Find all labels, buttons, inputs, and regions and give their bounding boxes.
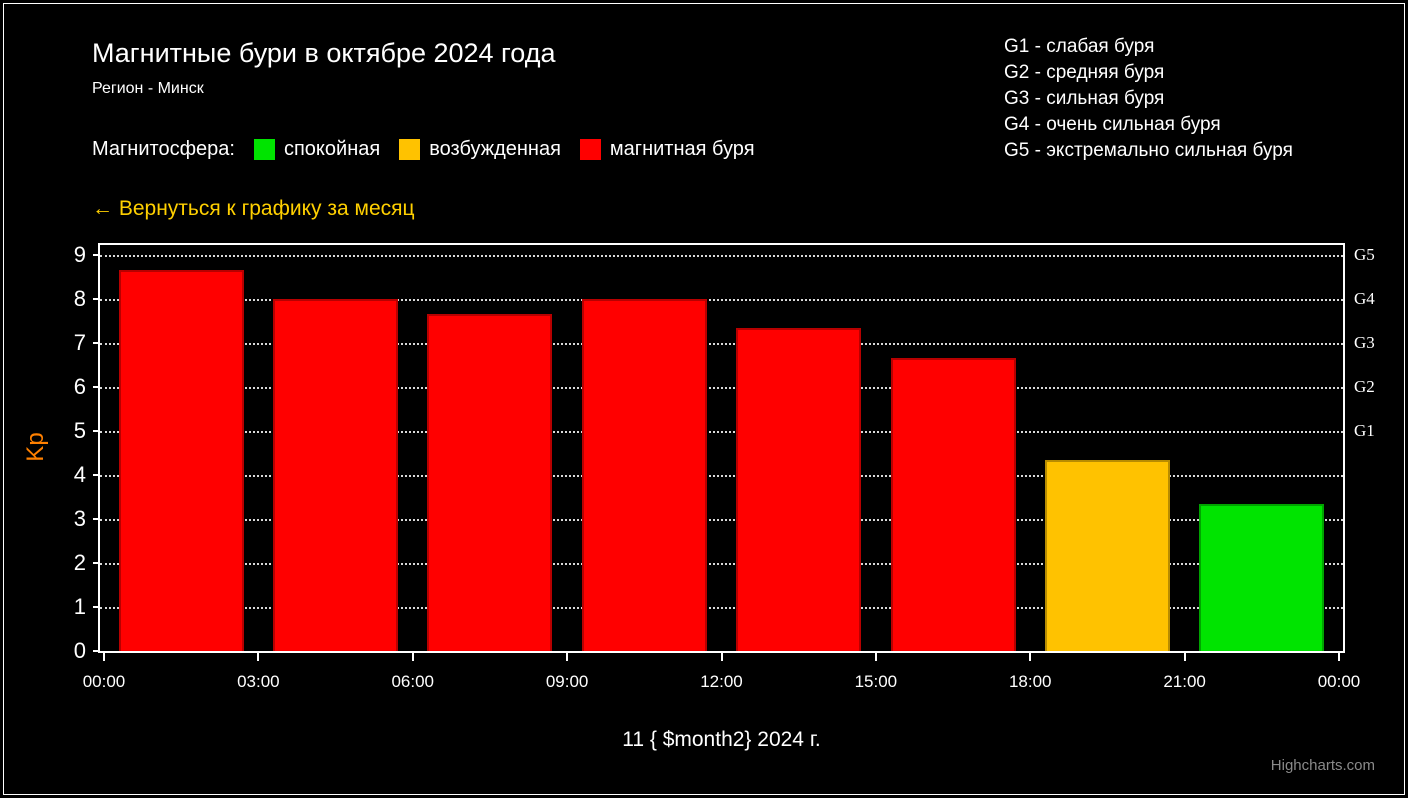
kp-bar[interactable] [427,313,553,651]
storm-scale-g3: G3 - сильная буря [1004,88,1165,109]
gridline [100,563,1343,565]
legend-item-label: возбужденная [429,138,561,160]
right-axis-g-label: G1 [1354,421,1375,440]
gridline [100,255,1343,257]
y-axis-tick [93,342,98,344]
x-axis-tick-label: 00:00 [82,672,126,691]
x-axis-tick-label: 18:00 [1008,672,1052,691]
x-axis-tick-label: 03:00 [237,672,280,691]
y-axis-tick-label: 7 [73,330,86,355]
gridline [100,343,1343,345]
plot-area [98,243,1345,653]
kp-bar[interactable] [1044,460,1170,651]
x-axis-title: 11 { $month2} 2024 г. [622,728,821,751]
chart-title: Магнитные бури в октябре 2024 года [92,38,556,68]
y-axis-tick [93,298,98,300]
excited-color-swatch [399,139,421,160]
kp-bar[interactable] [736,328,862,651]
quiet-color-swatch [253,139,275,160]
legend-item-label: спокойная [283,138,381,160]
x-axis-tick-label: 12:00 [700,672,743,691]
kp-bar[interactable] [118,269,244,651]
x-axis-tick [566,653,569,661]
x-axis-tick [257,653,260,661]
right-axis-g-label: G5 [1354,245,1375,264]
back-to-month-link[interactable]: ← Вернуться к графику за месяц [92,197,415,220]
gridline [100,475,1343,477]
x-axis-tick-label: 00:00 [1317,672,1361,691]
x-axis-tick-label: 06:00 [391,672,435,691]
y-axis-tick [93,430,98,432]
x-axis-tick [1338,653,1340,661]
y-axis-tick [93,518,98,520]
x-axis-tick [720,653,723,661]
kp-bar[interactable] [1199,504,1325,651]
kp-bar[interactable] [273,299,399,651]
x-axis-tick-label: 15:00 [854,672,898,691]
x-axis-tick [103,653,105,661]
x-axis-tick [411,653,414,661]
x-axis-tick-label: 09:00 [545,672,589,691]
y-axis-tick-label: 6 [73,374,86,399]
storm-scale-g2: G2 - средняя буря [1004,62,1165,83]
kp-bar[interactable] [890,357,1016,651]
highcharts-credit[interactable]: Highcharts.com [1270,757,1375,774]
kp-bar[interactable] [581,299,707,651]
legend-item-excited[interactable]: возбужденная [399,138,561,161]
gridline [100,387,1343,389]
y-axis-tick [93,474,98,476]
y-axis-tick-label: 5 [73,418,86,443]
legend-title: Магнитосфера: [92,138,235,160]
y-axis-tick-label: 0 [73,638,86,663]
gridline [100,607,1343,609]
y-axis-tick-label: 2 [73,550,86,575]
right-axis-g-label: G4 [1354,289,1375,308]
x-axis-tick [1029,653,1032,661]
right-axis-g-label: G2 [1354,377,1375,396]
storm-scale-g5: G5 - экстремально сильная буря [1004,140,1293,161]
storm-scale-g1: G1 - слабая буря [1004,36,1155,57]
chart-subtitle: Регион - Минск [92,80,204,97]
storm-scale-g4: G4 - очень сильная буря [1004,114,1221,135]
legend-item-quiet[interactable]: спокойная [253,138,381,161]
gridline [100,519,1343,521]
right-axis-g-label: G3 [1354,333,1375,352]
x-axis-tick [874,653,877,661]
legend-item-storm[interactable]: магнитная буря [579,138,755,161]
y-axis-tick-label: 4 [73,462,86,487]
y-axis-tick-label: 3 [73,506,86,531]
gridline [100,299,1343,301]
y-axis-tick [93,606,98,608]
y-axis-tick [93,254,98,256]
y-axis-tick-label: 8 [73,286,86,311]
gridline [100,431,1343,433]
x-axis-tick [1183,653,1186,661]
y-axis-tick [93,650,98,652]
y-axis-tick-label: 1 [73,594,86,619]
y-axis-tick [93,386,98,388]
storm-scale-legend: G1 - слабая буря G2 - средняя буря G3 - … [1004,34,1293,164]
magnetosphere-legend: Магнитосфера: спокойная возбужденная маг… [92,138,755,161]
storm-color-swatch [579,139,601,160]
y-axis-tick-label: 9 [73,242,86,267]
y-axis-tick [93,562,98,564]
legend-item-label: магнитная буря [609,138,755,160]
x-axis-tick-label: 21:00 [1163,672,1206,691]
